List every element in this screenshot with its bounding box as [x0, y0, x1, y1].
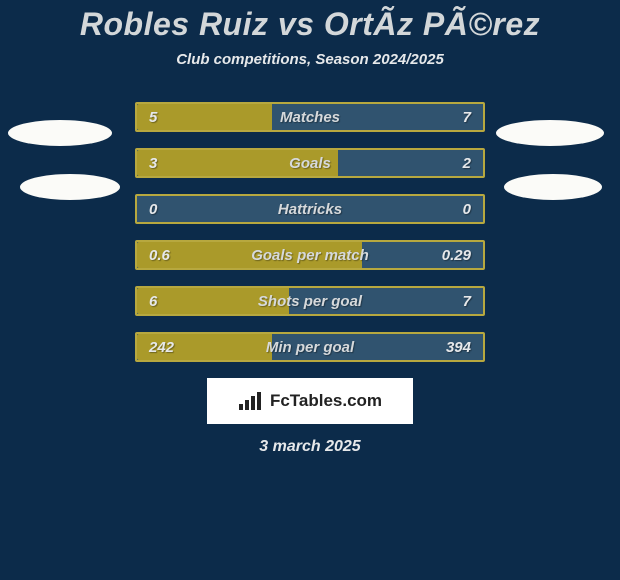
stat-value-right: 7	[463, 104, 471, 130]
decor-ellipse	[496, 120, 604, 146]
stat-row: 3 Goals 2	[135, 148, 485, 178]
decor-ellipse	[504, 174, 602, 200]
bars-icon	[238, 390, 264, 412]
stat-label: Hattricks	[137, 196, 483, 222]
stat-value-right: 7	[463, 288, 471, 314]
stat-row: 6 Shots per goal 7	[135, 286, 485, 316]
stat-value-right: 394	[446, 334, 471, 360]
stat-row: 0.6 Goals per match 0.29	[135, 240, 485, 270]
stat-label: Matches	[137, 104, 483, 130]
comparison-infographic: Robles Ruiz vs OrtÃ­z PÃ©rez Club compet…	[0, 0, 620, 580]
stat-row: 5 Matches 7	[135, 102, 485, 132]
branding-text: FcTables.com	[270, 391, 382, 411]
stat-label: Goals per match	[137, 242, 483, 268]
stat-row: 242 Min per goal 394	[135, 332, 485, 362]
page-title: Robles Ruiz vs OrtÃ­z PÃ©rez	[0, 0, 620, 43]
branding-badge: FcTables.com	[207, 378, 413, 424]
decor-ellipse	[8, 120, 112, 146]
stat-value-right: 0	[463, 196, 471, 222]
stat-label: Shots per goal	[137, 288, 483, 314]
page-subtitle: Club competitions, Season 2024/2025	[0, 51, 620, 68]
stat-value-right: 2	[463, 150, 471, 176]
stat-value-right: 0.29	[442, 242, 471, 268]
decor-ellipse	[20, 174, 120, 200]
stat-label: Min per goal	[137, 334, 483, 360]
stat-label: Goals	[137, 150, 483, 176]
stats-container: 5 Matches 7 3 Goals 2 0 Hattricks 0 0.6 …	[135, 102, 485, 362]
stat-row: 0 Hattricks 0	[135, 194, 485, 224]
date-label: 3 march 2025	[0, 438, 620, 456]
